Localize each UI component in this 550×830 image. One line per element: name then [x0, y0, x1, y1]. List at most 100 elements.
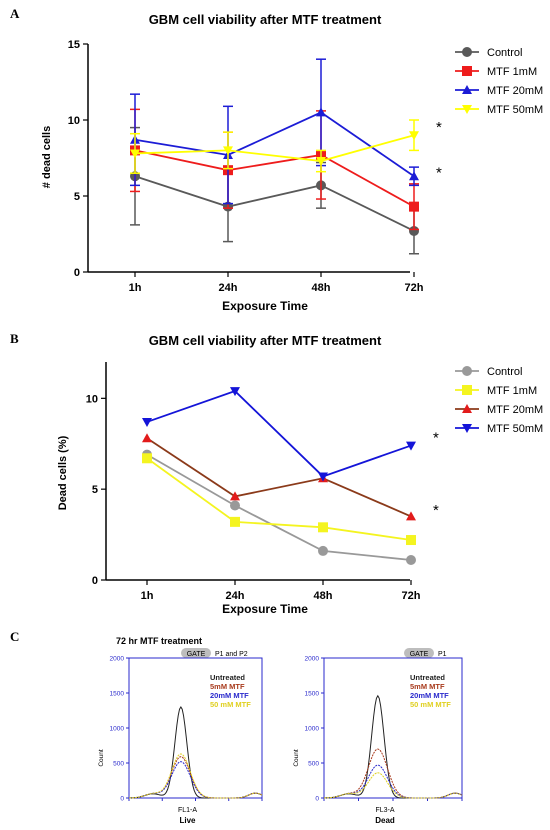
chart-a-ylabel: # dead cells: [41, 126, 53, 188]
x-tick-label: 72h: [405, 282, 424, 294]
histogram-curve: [128, 706, 263, 799]
histogram-curve: [323, 772, 463, 799]
data-point: [409, 131, 419, 141]
y-tick-label: 5: [74, 191, 80, 203]
histogram-dead: GATE P1 0 500 1000 1500 2000 Count FL3-A Dead Untr…: [293, 648, 463, 825]
panel-label-c: C: [10, 629, 20, 644]
data-point: [230, 500, 240, 511]
histogram-legend-label: 20mM MTF: [410, 691, 449, 700]
series-line: [134, 111, 415, 177]
legend-label: MTF 50mM: [487, 104, 543, 116]
series-mtf-50mm: [142, 387, 416, 482]
gate-value: P1: [438, 651, 447, 658]
data-point: [318, 472, 328, 482]
histogram-xlabel: FL3-A: [375, 807, 394, 814]
histogram-curve: [128, 753, 263, 799]
x-tick-label: 24h: [219, 282, 238, 294]
data-point: [142, 453, 152, 464]
y-tick-label: 1500: [305, 691, 320, 698]
panel-c-caption: 72 hr MTF treatment: [116, 636, 202, 646]
chart-a-xlabel: Exposure Time: [222, 299, 308, 313]
series-line: [146, 437, 412, 518]
chart-b-title: GBM cell viability after MTF treatment: [149, 333, 382, 348]
histogram-xlabel: FL1-A: [178, 807, 197, 814]
histogram-ylabel: Count: [98, 749, 105, 767]
legend-marker: [462, 85, 472, 94]
gate-label: GATE: [410, 651, 429, 658]
series-line: [134, 134, 415, 162]
data-point: [406, 511, 416, 521]
chart-b-legend: Control MTF 1mM MTF 20mM MTF 50mM: [455, 366, 543, 435]
series-mtf-1mm: [142, 453, 416, 546]
legend-label: MTF 50mM: [487, 423, 543, 435]
chart-b-ylabel: Dead cells (%): [57, 435, 69, 510]
chart-a-title: GBM cell viability after MTF treatment: [149, 12, 382, 27]
y-tick-label: 15: [68, 39, 80, 51]
data-point: [406, 535, 416, 546]
series-line: [134, 149, 415, 208]
chart-c: 72 hr MTF treatment GATE P1 and P2 0 500 100…: [98, 636, 463, 825]
y-tick-label: 0: [92, 575, 98, 587]
data-point: [406, 441, 416, 451]
data-point: [230, 491, 240, 501]
legend-label: MTF 1mM: [487, 385, 537, 397]
histogram-curve: [128, 756, 263, 799]
histogram-legend-label: 20mM MTF: [210, 691, 249, 700]
histogram-legend-label: 50 mM MTF: [410, 700, 451, 709]
data-point: [142, 433, 152, 443]
data-point: [230, 516, 240, 527]
legend-marker: [462, 105, 472, 114]
data-point: [318, 522, 328, 533]
y-tick-label: 0: [74, 267, 80, 279]
significance-star: *: [436, 165, 442, 182]
y-tick-label: 1000: [110, 726, 125, 733]
significance-star: *: [433, 429, 439, 446]
y-tick-label: 1000: [305, 726, 320, 733]
y-tick-label: 1500: [110, 691, 125, 698]
legend-label: MTF 1mM: [487, 66, 537, 78]
series-mtf-20mm: [142, 433, 416, 521]
gate-pill: [181, 648, 211, 658]
data-point: [223, 146, 233, 156]
significance-star: *: [433, 502, 439, 519]
chart-b: GBM cell viability after MTF treatment 0…: [57, 333, 543, 616]
legend-label: MTF 20mM: [487, 85, 543, 97]
x-tick-label: 48h: [314, 590, 333, 602]
data-point: [316, 157, 326, 167]
chart-a: GBM cell viability after MTF treatment 0…: [41, 12, 543, 313]
histogram-legend-label: 50 mM MTF: [210, 700, 251, 709]
legend-label: Control: [487, 366, 522, 378]
data-point: [130, 149, 140, 159]
x-tick-label: 72h: [402, 590, 421, 602]
legend-label: Control: [487, 47, 522, 59]
histogram-legend-label: Untreated: [210, 673, 245, 682]
histogram-bottom-label: Live: [179, 816, 196, 825]
legend-marker: [462, 385, 472, 395]
x-tick-label: 48h: [312, 282, 331, 294]
histogram-curve: [323, 764, 463, 799]
legend-marker: [462, 47, 472, 57]
significance-star: *: [436, 119, 442, 136]
y-tick-label: 0: [120, 796, 124, 803]
chart-a-legend: Control MTF 1mM MTF 20mM MTF 50mM: [455, 47, 543, 116]
chart-b-xlabel: Exposure Time: [222, 602, 308, 616]
series-mtf-50mm: [130, 119, 419, 174]
histogram-legend-label: 5mM MTF: [210, 682, 245, 691]
y-tick-label: 10: [86, 393, 98, 405]
panel-label-b: B: [10, 331, 19, 346]
y-tick-label: 500: [113, 761, 124, 768]
x-tick-label: 1h: [129, 282, 142, 294]
x-tick-label: 1h: [141, 590, 154, 602]
legend-label: MTF 20mM: [487, 404, 543, 416]
histogram-bottom-label: Dead: [375, 816, 395, 825]
histogram-legend-label: Untreated: [410, 673, 445, 682]
panel-label-a: A: [10, 6, 20, 21]
series-control: [142, 449, 416, 566]
data-point: [318, 545, 328, 556]
series-line: [146, 457, 412, 541]
data-point: [409, 201, 419, 212]
histogram-curve: [323, 694, 463, 799]
legend-marker: [462, 404, 472, 413]
data-point: [409, 171, 419, 181]
y-tick-label: 2000: [305, 656, 320, 663]
